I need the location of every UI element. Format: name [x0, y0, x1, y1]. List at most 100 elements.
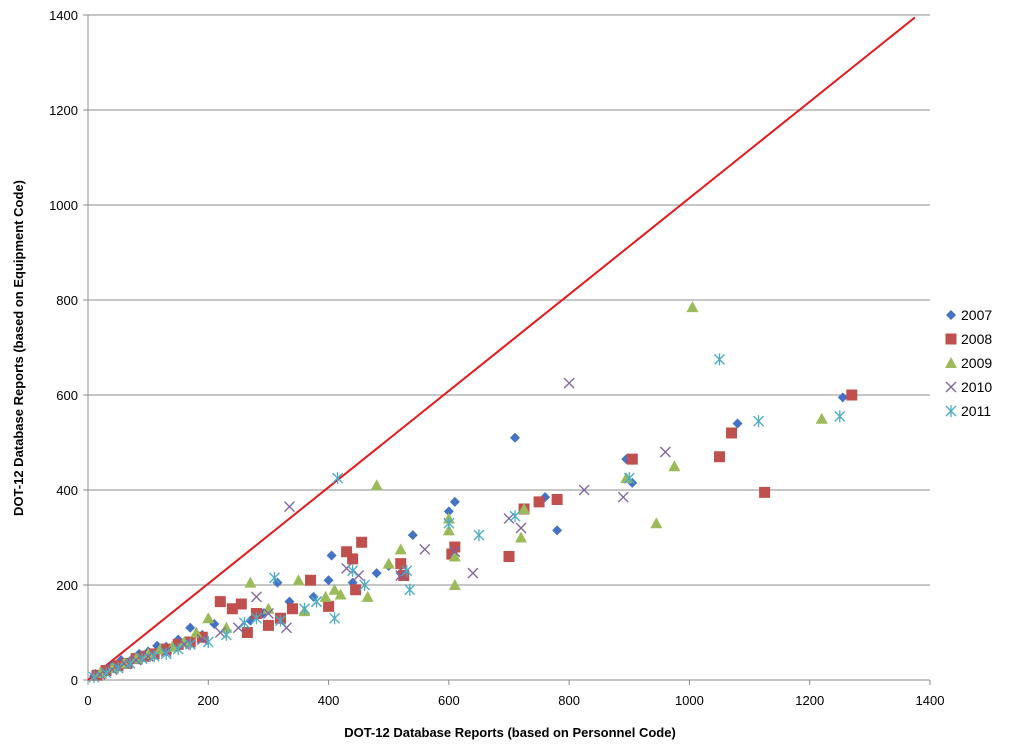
data-point-2009 — [815, 412, 828, 424]
data-point-2010 — [281, 622, 292, 634]
x-tick-label: 1200 — [795, 693, 824, 708]
diagonal-reference-line — [87, 16, 916, 681]
data-point-2010 — [563, 377, 575, 389]
data-point-2011 — [401, 564, 413, 577]
data-point-2007 — [449, 496, 460, 507]
data-point-2009 — [262, 602, 275, 614]
data-points — [88, 301, 858, 684]
data-point-2010 — [196, 634, 208, 646]
data-point-2009 — [328, 583, 341, 595]
y-tick-label: 800 — [56, 293, 78, 308]
legend-item-2007: 2007 — [946, 307, 992, 323]
data-point-2011 — [250, 612, 262, 625]
data-point-2010 — [353, 570, 365, 581]
data-point-2007 — [371, 568, 382, 579]
y-tick-label: 400 — [56, 483, 78, 498]
x-tick-label: 800 — [558, 693, 580, 708]
data-point-2011 — [238, 617, 250, 629]
data-point-2010 — [503, 513, 515, 524]
data-point-2008 — [846, 389, 858, 401]
data-point-2008 — [533, 496, 545, 508]
data-point-2008 — [356, 536, 368, 548]
data-point-2008 — [235, 598, 247, 610]
series-2010 — [94, 377, 671, 680]
data-point-2009 — [244, 576, 257, 588]
data-point-2009 — [178, 636, 191, 647]
data-point-2010 — [395, 570, 407, 581]
data-point-2008 — [551, 494, 563, 505]
y-tick-label: 1400 — [49, 8, 78, 23]
x-tick-label: 1000 — [675, 693, 704, 708]
legend-marker-2011 — [945, 405, 957, 417]
x-marker-stroke — [578, 484, 590, 496]
data-point-2011 — [124, 657, 136, 670]
data-point-2011 — [148, 650, 160, 663]
data-point-2010 — [515, 522, 527, 534]
data-point-2011 — [160, 647, 172, 660]
data-point-2009 — [686, 301, 699, 313]
data-point-2008 — [503, 551, 515, 562]
x-axis-title: DOT-12 Database Reports (based on Person… — [344, 725, 676, 740]
grid-lines — [88, 14, 930, 586]
data-point-2009 — [515, 531, 528, 543]
x-marker-stroke — [467, 567, 479, 579]
data-point-2010 — [578, 484, 590, 496]
y-tick-label: 200 — [56, 578, 78, 593]
data-point-2011 — [311, 595, 323, 608]
data-point-2010 — [232, 622, 244, 634]
data-point-2011 — [184, 638, 196, 651]
y-tick-label: 1000 — [49, 198, 78, 213]
legend-marker-2010 — [945, 381, 957, 393]
data-point-2008 — [395, 558, 407, 570]
data-point-2007 — [837, 392, 848, 403]
data-point-2011 — [509, 510, 521, 523]
data-point-2011 — [100, 666, 112, 679]
x-marker-stroke — [214, 627, 226, 638]
data-point-2007 — [407, 530, 418, 541]
data-point-2011 — [714, 353, 725, 366]
data-point-2011 — [623, 472, 635, 485]
data-point-2010 — [214, 627, 226, 638]
data-point-2007 — [326, 550, 337, 561]
data-point-2008 — [226, 603, 238, 615]
data-point-2009 — [518, 503, 531, 514]
data-point-2011 — [136, 652, 148, 665]
data-point-2008 — [759, 486, 771, 498]
data-point-2010 — [262, 608, 274, 619]
y-axis-title: DOT-12 Database Reports (based on Equipm… — [11, 180, 26, 516]
legend-label-2010: 2010 — [961, 379, 992, 395]
x-marker-stroke — [617, 491, 629, 503]
data-point-2011 — [834, 410, 846, 423]
data-point-2011 — [332, 472, 344, 485]
data-point-2009 — [650, 517, 663, 529]
legend-item-2008: 2008 — [945, 331, 992, 347]
data-point-2008 — [196, 631, 208, 643]
y-tick-label: 600 — [56, 388, 78, 403]
data-point-2011 — [220, 628, 232, 641]
data-point-2011 — [274, 614, 286, 627]
axes — [83, 14, 931, 685]
x-marker-stroke — [503, 513, 515, 524]
data-point-2008 — [262, 619, 274, 631]
data-point-2011 — [753, 415, 765, 428]
data-point-2007 — [443, 506, 454, 517]
legend-label-2011: 2011 — [961, 403, 991, 419]
legend-item-2011: 2011 — [945, 403, 991, 419]
x-marker-stroke — [515, 522, 527, 534]
data-point-2009 — [361, 590, 374, 602]
data-point-2010 — [419, 543, 431, 555]
legend-label-2008: 2008 — [961, 331, 992, 347]
data-point-2011 — [404, 583, 416, 596]
data-point-2011 — [347, 564, 359, 577]
x-marker-stroke — [196, 634, 208, 646]
series-2011 — [88, 353, 846, 684]
x-marker-stroke — [232, 622, 244, 634]
x-marker-stroke — [449, 546, 461, 558]
x-marker-stroke — [563, 377, 575, 389]
data-point-2009 — [448, 550, 461, 562]
data-point-2011 — [299, 602, 310, 615]
data-point-2007 — [552, 525, 563, 536]
data-point-2009 — [370, 479, 383, 491]
tick-labels: 0 200 400 600 800 1000 1200 1400 0 200 400 600 800 10… — [49, 8, 944, 708]
